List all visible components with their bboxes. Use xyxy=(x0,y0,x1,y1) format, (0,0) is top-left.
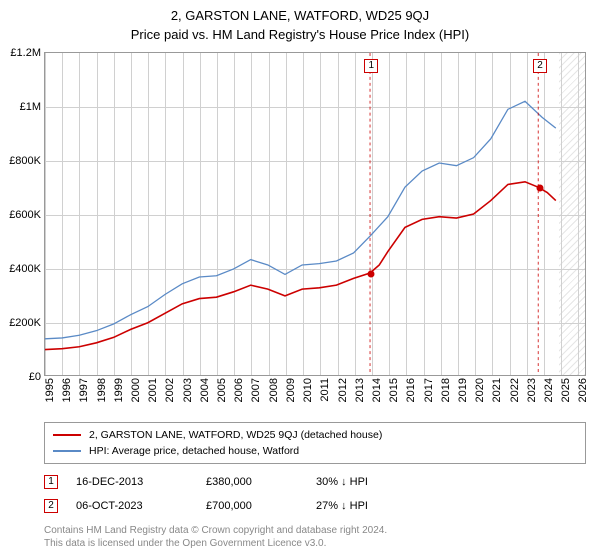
y-axis-label: £800K xyxy=(9,155,41,167)
x-axis-label: 2012 xyxy=(337,378,349,402)
x-axis-label: 2016 xyxy=(405,378,417,402)
title-line-1: 2, GARSTON LANE, WATFORD, WD25 9QJ xyxy=(0,8,600,23)
txn-marker-2: 2 xyxy=(44,499,58,513)
legend-label-hpi: HPI: Average price, detached house, Watf… xyxy=(89,445,299,457)
x-axis-label: 1997 xyxy=(78,378,90,402)
x-axis-label: 2010 xyxy=(302,378,314,402)
x-axis-label: 2009 xyxy=(285,378,297,402)
txn-price: £700,000 xyxy=(206,500,316,512)
x-axis-label: 1999 xyxy=(113,378,125,402)
legend-label-property: 2, GARSTON LANE, WATFORD, WD25 9QJ (deta… xyxy=(89,429,382,441)
x-axis-label: 2014 xyxy=(371,378,383,402)
marker-box-1: 1 xyxy=(364,59,378,73)
x-axis-label: 2023 xyxy=(526,378,538,402)
x-axis-label: 2004 xyxy=(199,378,211,402)
transactions-table: 1 16-DEC-2013£380,00030% ↓ HPI 2 06-OCT-202… xyxy=(44,470,586,518)
chart-lines-svg xyxy=(45,53,585,375)
footer-attribution: Contains HM Land Registry data © Crown c… xyxy=(44,524,586,550)
x-axis-label: 2020 xyxy=(474,378,486,402)
transaction-row: 2 06-OCT-2023£700,00027% ↓ HPI xyxy=(44,494,586,518)
x-axis-ticks: 1995 1996 1997 1998 1999 2000 2001 2002 2003 2004… xyxy=(44,376,586,416)
y-axis-label: £1M xyxy=(20,101,41,113)
y-axis-label: £200K xyxy=(9,317,41,329)
y-axis-label: £1.2M xyxy=(10,47,41,59)
x-axis-label: 2007 xyxy=(250,378,262,402)
legend-item-hpi: HPI: Average price, detached house, Watf… xyxy=(53,443,577,459)
x-axis-label: 2008 xyxy=(268,378,280,402)
marker-dot-1 xyxy=(368,271,375,278)
txn-price: £380,000 xyxy=(206,476,316,488)
txn-date: 06-OCT-2023 xyxy=(76,500,206,512)
transaction-row: 1 16-DEC-2013£380,00030% ↓ HPI xyxy=(44,470,586,494)
title-line-2: Price paid vs. HM Land Registry's House … xyxy=(0,27,600,42)
x-axis-label: 2013 xyxy=(354,378,366,402)
txn-marker-1: 1 xyxy=(44,475,58,489)
marker-box-2: 2 xyxy=(533,59,547,73)
legend-item-property: 2, GARSTON LANE, WATFORD, WD25 9QJ (deta… xyxy=(53,427,577,443)
x-axis-label: 2015 xyxy=(388,378,400,402)
x-axis-label: 2002 xyxy=(164,378,176,402)
chart-legend: 2, GARSTON LANE, WATFORD, WD25 9QJ (deta… xyxy=(44,422,586,464)
marker-dot-2 xyxy=(537,185,544,192)
legend-swatch-property xyxy=(53,434,81,436)
txn-pct: 27% ↓ HPI xyxy=(316,500,426,512)
x-axis-label: 2001 xyxy=(147,378,159,402)
x-axis-label: 1995 xyxy=(44,378,56,402)
y-axis-label: £600K xyxy=(9,209,41,221)
x-axis-label: 1996 xyxy=(61,378,73,402)
x-axis-label: 2024 xyxy=(543,378,555,402)
chart-plot-area: £0£200K£400K£600K£800K£1M£1.2M12 xyxy=(44,52,586,376)
x-axis-label: 2019 xyxy=(457,378,469,402)
legend-swatch-hpi xyxy=(53,450,81,452)
series-line-hpi xyxy=(45,101,556,339)
x-axis-label: 2022 xyxy=(509,378,521,402)
x-axis-label: 2025 xyxy=(560,378,572,402)
y-axis-label: £0 xyxy=(29,371,41,383)
x-axis-label: 2005 xyxy=(216,378,228,402)
x-axis-label: 2017 xyxy=(423,378,435,402)
x-axis-label: 2021 xyxy=(491,378,503,402)
x-axis-label: 2026 xyxy=(577,378,589,402)
x-axis-label: 2003 xyxy=(182,378,194,402)
x-axis-label: 2000 xyxy=(130,378,142,402)
x-axis-label: 2006 xyxy=(233,378,245,402)
footer-line-2: This data is licensed under the Open Gov… xyxy=(44,537,586,550)
y-axis-label: £400K xyxy=(9,263,41,275)
txn-pct: 30% ↓ HPI xyxy=(316,476,426,488)
x-axis-label: 1998 xyxy=(96,378,108,402)
txn-date: 16-DEC-2013 xyxy=(76,476,206,488)
x-axis-label: 2011 xyxy=(319,378,331,402)
footer-line-1: Contains HM Land Registry data © Crown c… xyxy=(44,524,586,537)
x-axis-label: 2018 xyxy=(440,378,452,402)
